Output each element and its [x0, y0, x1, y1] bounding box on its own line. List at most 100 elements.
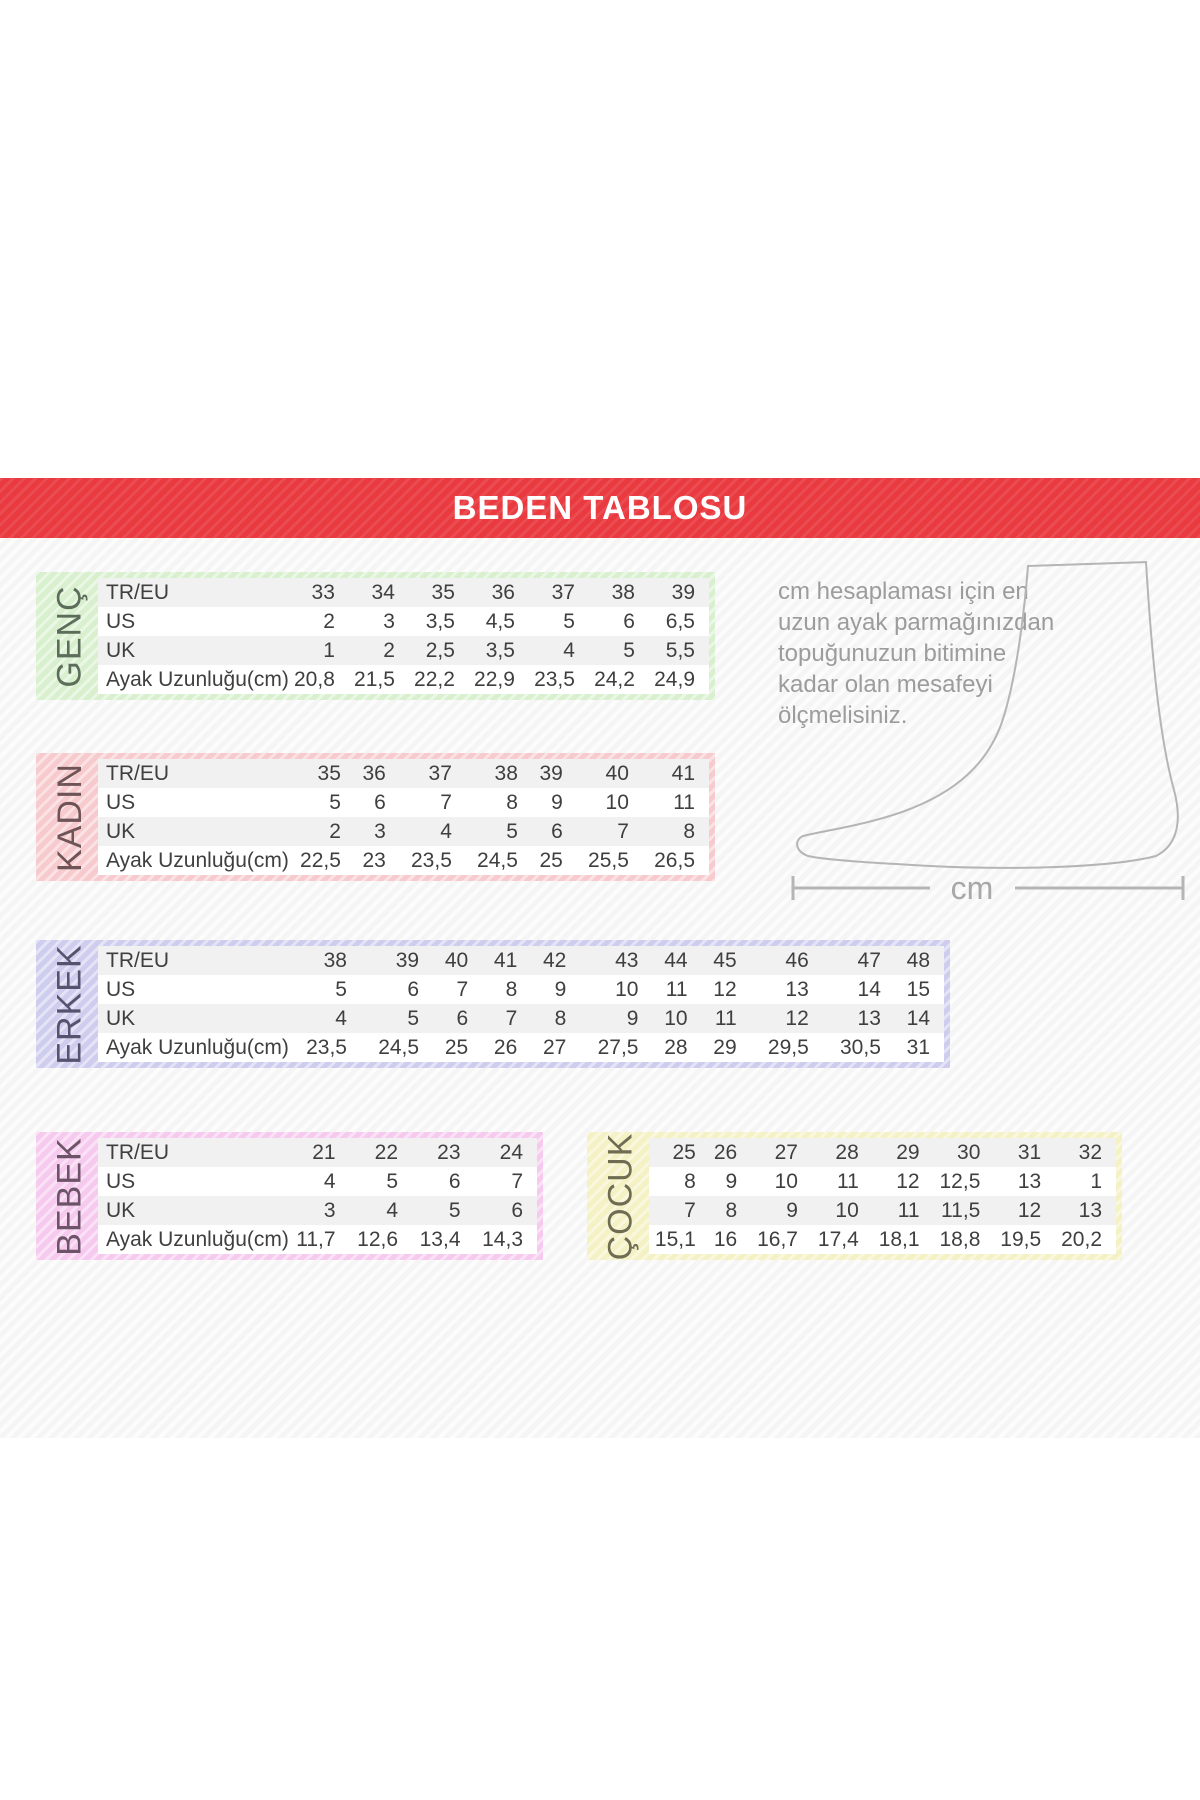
table-row: US 4 5 6 7	[98, 1167, 537, 1196]
size-cell: 36	[362, 761, 386, 785]
size-cell: 9	[551, 790, 563, 814]
size-cell: 10	[835, 1198, 859, 1222]
size-cell: 11	[714, 1006, 737, 1030]
size-cell: 24,5	[477, 848, 518, 872]
size-cell: 3	[374, 819, 386, 843]
table-row: TR/EU 21 22 23 24	[98, 1138, 537, 1167]
size-cell: 16,7	[757, 1227, 798, 1251]
size-cell: 20,8	[294, 667, 335, 691]
size-cell: 4	[386, 1198, 399, 1222]
size-cell: 40	[605, 761, 629, 785]
size-cell: 5	[563, 609, 575, 633]
size-cell: 42	[543, 948, 567, 972]
size-cell: 31	[1017, 1140, 1042, 1164]
size-cell: 12	[785, 1006, 809, 1030]
size-cell: 7	[617, 819, 629, 843]
size-cell: 5	[407, 1006, 420, 1030]
size-cell: 10	[774, 1169, 798, 1193]
size-grid: TR/EU 33 34 35 36 37 38 39 US 2 3 3,5 4,5 5 6 6,5 UK 1 2 2,…	[98, 578, 709, 694]
row-label: US	[106, 790, 136, 814]
size-cell: 6,5	[665, 609, 695, 633]
size-cell: 6	[374, 790, 386, 814]
size-cell: 7	[505, 1006, 518, 1030]
row-label: TR/EU	[106, 580, 169, 604]
size-cell: 4	[440, 819, 452, 843]
table-row: UK 1 2 2,5 3,5 4 5 5,5	[98, 636, 709, 665]
size-cell: 5	[448, 1198, 461, 1222]
row-label: UK	[106, 819, 136, 843]
size-cell: 7	[684, 1198, 696, 1222]
size-cell: 17,4	[817, 1227, 859, 1251]
size-cell: 14	[906, 1006, 930, 1030]
table-row: TR/EU 38 39 40 41 42 43 44 45 46 47 48	[98, 946, 944, 975]
table-row: UK 4 5 6 7 8 9 10 11 12 13 14	[98, 1004, 944, 1033]
size-cell: 27	[774, 1140, 798, 1164]
row-label: US	[106, 977, 136, 1001]
size-cell: 29	[713, 1035, 737, 1059]
size-cell: 4	[335, 1006, 347, 1030]
size-cell: 1	[323, 638, 335, 662]
row-label: TR/EU	[106, 948, 169, 972]
page-title: BEDEN TABLOSU	[452, 489, 748, 526]
size-cell: 47	[857, 948, 881, 972]
size-cell: 9	[786, 1198, 798, 1222]
size-cell: 10	[664, 1006, 688, 1030]
size-cell: 11	[897, 1198, 920, 1222]
size-cell: 3	[383, 609, 395, 633]
row-label: US	[106, 1169, 136, 1193]
size-cell: 3,5	[485, 638, 515, 662]
table-row: 15,1 16 16,7 17,4 18,1 18,8 19,5 20,2	[649, 1225, 1116, 1254]
table-row: Ayak Uzunluğu(cm) 23,5 24,5 25 26 27 27,5 28 29 2…	[98, 1033, 944, 1062]
size-cell: 11	[836, 1169, 859, 1193]
size-cell: 12,6	[357, 1227, 399, 1251]
size-cell: 32	[1078, 1140, 1102, 1164]
size-cell: 3,5	[425, 609, 455, 633]
size-cell: 4,5	[485, 609, 515, 633]
size-cell: 21	[312, 1140, 336, 1164]
measurement-note: cm hesaplaması için en uzun ayak parmağı…	[778, 578, 1055, 729]
size-cell: 2	[323, 609, 335, 633]
row-label: UK	[106, 1006, 136, 1030]
table-row: Ayak Uzunluğu(cm) 20,8 21,5 22,2 22,9 23,5 24,…	[98, 665, 709, 694]
size-cell: 39	[539, 761, 563, 785]
size-cell: 23,5	[306, 1035, 347, 1059]
size-table-bebek: BEBEK TR/EU 21 22 23 24 US 4 5 6 7 UK 3 4 5 6 Ayak Uzunl…	[36, 1132, 543, 1260]
size-cell: 23	[362, 848, 386, 872]
size-cell: 16	[713, 1227, 738, 1251]
category-label: ERKEK	[50, 943, 89, 1065]
size-cell: 31	[906, 1035, 930, 1059]
row-label: Ayak Uzunluğu(cm)	[106, 848, 289, 872]
size-cell: 40	[444, 948, 469, 972]
size-cell: 28	[664, 1035, 688, 1059]
foot-outline	[796, 560, 1179, 869]
size-cell: 9	[725, 1169, 738, 1193]
size-cell: 11,7	[296, 1227, 336, 1251]
size-cell: 2,5	[425, 638, 455, 662]
size-cell: 23,5	[534, 667, 575, 691]
row-label: UK	[106, 638, 136, 662]
row-label: Ayak Uzunluğu(cm)	[106, 1035, 289, 1059]
category-label: BEBEK	[50, 1136, 89, 1256]
size-cell: 7	[511, 1169, 523, 1193]
size-cell: 5	[335, 977, 347, 1001]
size-cell: 3	[323, 1198, 336, 1222]
row-label: TR/EU	[106, 761, 169, 785]
size-cell: 38	[323, 948, 347, 972]
category-label: ÇOCUK	[601, 1132, 640, 1260]
size-grid: 25 26 27 28 29 30 31 32 8 9 10 11 12 12,5 13 1 7 8 9 10 11 11…	[649, 1138, 1116, 1254]
size-cell: 13	[785, 977, 809, 1001]
size-table-genc: GENÇ TR/EU 33 34 35 36 37 38 39 US 2 3 3,5 4,5 5 6 6,5 UK…	[36, 572, 715, 700]
table-row: UK 2 3 4 5 6 7 8	[98, 817, 709, 846]
size-table-kadin: KADIN TR/EU 35 36 37 38 39 40 41 US 5 6 7 8 9 10 11 UK 2 3 4…	[36, 753, 715, 881]
category-label: KADIN	[50, 762, 89, 872]
size-cell: 8	[554, 1006, 567, 1030]
size-cell: 11	[665, 977, 688, 1001]
category-label: GENÇ	[50, 584, 89, 688]
size-cell: 6	[511, 1198, 523, 1222]
size-cell: 44	[664, 948, 688, 972]
size-cell: 6	[456, 1006, 469, 1030]
size-cell: 10	[615, 977, 639, 1001]
size-table-erkek: ERKEK TR/EU 38 39 40 41 42 43 44 45 46 47 48 US 5 6 7 8 9 1…	[36, 940, 950, 1068]
foot-diagram: cm	[791, 560, 1185, 906]
